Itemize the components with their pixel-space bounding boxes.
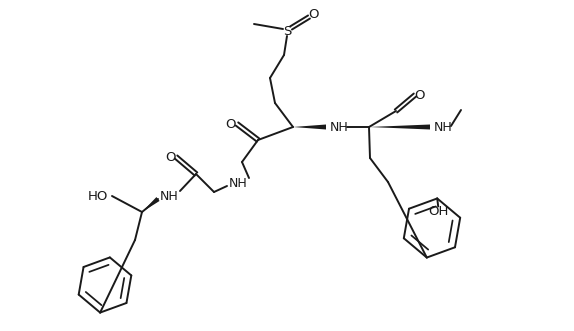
- Text: NH: NH: [160, 190, 179, 203]
- Text: S: S: [283, 24, 291, 37]
- Text: NH: NH: [329, 120, 348, 133]
- Text: OH: OH: [428, 205, 448, 218]
- Polygon shape: [369, 124, 430, 129]
- Text: O: O: [166, 151, 176, 164]
- Polygon shape: [142, 197, 160, 212]
- Text: O: O: [226, 118, 236, 130]
- Text: NH: NH: [228, 176, 247, 190]
- Text: NH: NH: [433, 120, 452, 133]
- Text: O: O: [309, 8, 319, 21]
- Text: HO: HO: [88, 190, 108, 203]
- Polygon shape: [293, 124, 326, 129]
- Text: O: O: [415, 88, 425, 102]
